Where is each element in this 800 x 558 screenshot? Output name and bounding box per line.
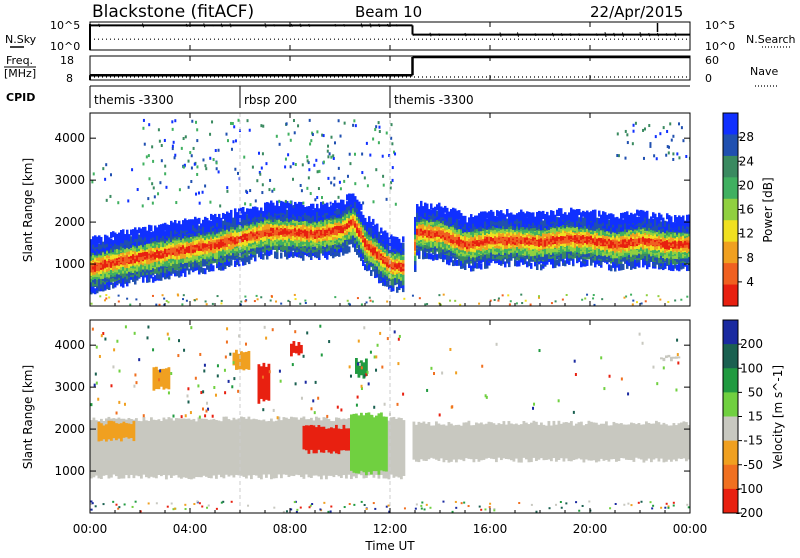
nsky-jitter	[160, 25, 161, 26]
power-cell	[276, 201, 279, 207]
figure-title: Blackstone (fitACF)	[92, 2, 254, 22]
power-cell	[480, 264, 483, 270]
power-cell	[348, 246, 351, 252]
freq-label-line2: [MHz]	[4, 67, 36, 80]
nsky-jitter	[500, 32, 501, 36]
nsky-jitter	[605, 32, 606, 37]
power-cell	[402, 236, 405, 242]
power-cell	[426, 204, 429, 210]
nsky-panel: N.Sky 10^5 10^0 10^5 10^0 N.Search	[5, 19, 796, 53]
power-cell	[198, 218, 201, 224]
power-plot-area	[90, 113, 693, 306]
nsky-jitter	[134, 25, 135, 26]
nsky-jitter	[283, 25, 284, 26]
nsky-jitter	[614, 33, 615, 36]
freq-label-line1: Freq.	[6, 54, 33, 67]
nsky-jitter	[675, 33, 676, 37]
nsky-jitter	[186, 24, 187, 27]
power-cell	[464, 216, 467, 222]
power-cell	[230, 260, 233, 266]
power-cell	[372, 219, 375, 225]
nsky-jitter	[99, 24, 100, 27]
date-label: 22/Apr/2015	[590, 3, 683, 21]
cpid-segment-label: themis -3300	[394, 93, 474, 107]
nsky-jitter	[526, 34, 527, 35]
nsky-jitter	[640, 32, 641, 37]
nsky-jitter	[465, 33, 466, 36]
nsky-jitter	[204, 23, 205, 27]
power-cell	[280, 253, 283, 259]
power-cell	[360, 204, 363, 210]
power-cell	[212, 265, 215, 271]
power-cell	[368, 216, 371, 222]
nsky-jitter	[379, 24, 380, 27]
nsky-jitter	[265, 23, 266, 27]
nsky-jitter	[518, 32, 519, 36]
nsky-jitter	[588, 34, 589, 35]
nsky-tick-bottom: 10^0	[50, 40, 80, 53]
cpid-label: CPID	[6, 91, 35, 104]
freq-tick-bottom: 8	[66, 72, 73, 85]
nsky-jitter	[553, 33, 554, 36]
nsky-jitter	[623, 32, 624, 36]
nsky-jitter	[430, 33, 431, 37]
power-cell	[402, 243, 405, 249]
power-cell	[376, 224, 379, 230]
nsky-jitter	[544, 34, 545, 35]
nsearch-label: N.Search	[746, 33, 796, 46]
nsky-label: N.Sky	[5, 33, 37, 46]
power-cell	[420, 201, 423, 207]
nsearch-tick-bottom: 10^0	[705, 40, 735, 53]
cpid-segment-label: rbsp 200	[244, 93, 297, 107]
nsky-jitter	[658, 33, 659, 36]
nsky-jitter	[491, 34, 492, 35]
power-cell	[230, 210, 233, 216]
nave-label: Nave	[750, 65, 778, 78]
freq-panel: Freq. [MHz] 18 8 60 0 Nave	[4, 54, 779, 86]
cpid-panel: CPID themis -3300 rbsp 200 themis -3300	[6, 86, 690, 108]
nsky-jitter	[318, 25, 319, 26]
cpid-segment-label: themis -3300	[94, 93, 174, 107]
nave-tick-top: 60	[705, 54, 719, 67]
nsky-tick-top: 10^5	[50, 19, 80, 32]
nsky-jitter	[221, 24, 222, 28]
nsky-jitter	[631, 34, 632, 35]
power-cell	[184, 271, 187, 277]
nave-tick-bottom: 0	[705, 72, 712, 85]
power-cell	[142, 277, 145, 283]
nsky-jitter	[405, 25, 406, 26]
cpid-segments: themis -3300 rbsp 200 themis -3300	[90, 86, 474, 108]
nsky-jitter	[370, 23, 371, 27]
nsearch-tick-top: 10^5	[705, 19, 735, 32]
power-cell	[150, 225, 153, 231]
nsky-jitter	[125, 25, 126, 26]
nsky-jitter	[361, 23, 362, 27]
nsky-jitter	[230, 23, 231, 27]
beam-label: Beam 10	[355, 3, 422, 21]
nsky-jitter	[300, 24, 301, 27]
nsky-jitter	[143, 23, 144, 27]
freq-tick-top: 18	[60, 54, 74, 67]
nsky-jitter	[116, 25, 117, 26]
nsky-jitter	[178, 25, 179, 26]
nsky-jitter	[649, 33, 650, 36]
